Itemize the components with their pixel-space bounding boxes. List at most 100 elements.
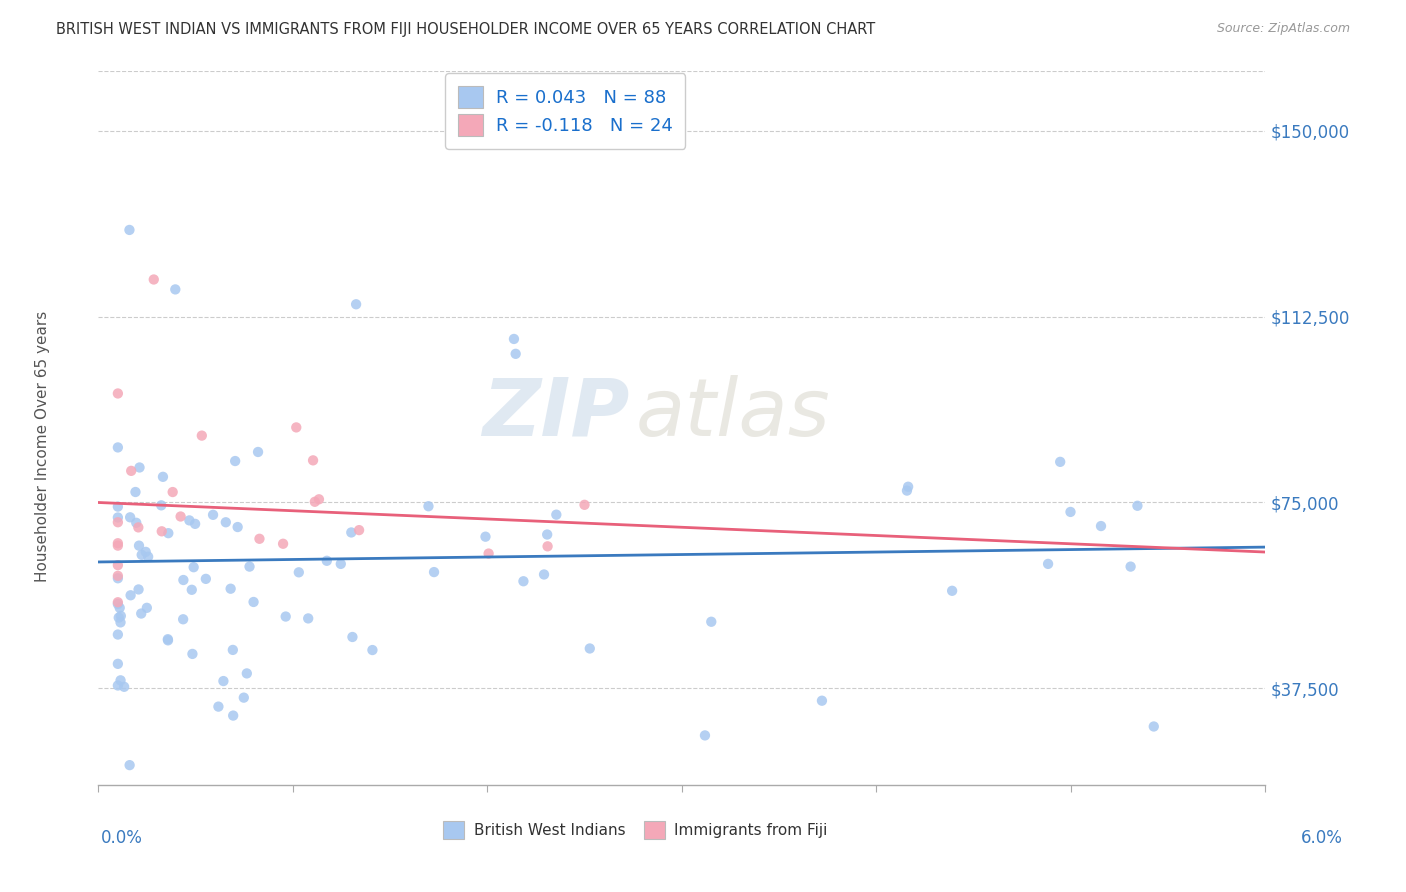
Point [297,611,319,625]
Point [288,566,311,580]
Point [118,223,141,237]
Point [110,673,132,688]
Point [162,485,184,500]
Point [304,495,326,509]
Point [1049,455,1071,469]
Point [181,647,204,661]
Point [1143,719,1166,733]
Point [172,612,194,626]
Point [219,582,242,596]
Point [340,525,363,540]
Point [150,499,173,513]
Point [135,600,157,615]
Legend: British West Indians, Immigrants from Fiji: British West Indians, Immigrants from Fi… [437,815,834,845]
Point [329,557,352,571]
Point [896,483,918,498]
Point [112,680,135,694]
Point [536,539,558,553]
Point [107,500,129,514]
Point [222,708,245,723]
Point [107,610,129,624]
Point [131,548,153,562]
Point [169,509,191,524]
Text: 0.0%: 0.0% [101,830,143,847]
Point [156,632,179,647]
Point [150,524,173,539]
Point [107,558,129,573]
Point [191,428,214,442]
Point [107,571,129,585]
Point [107,386,129,401]
Point [236,666,259,681]
Point [1126,499,1149,513]
Point [238,559,260,574]
Text: 6.0%: 6.0% [1301,830,1343,847]
Point [125,516,148,530]
Point [120,588,142,602]
Point [152,470,174,484]
Point [308,492,330,507]
Point [107,510,129,524]
Text: BRITISH WEST INDIAN VS IMMIGRANTS FROM FIJI HOUSEHOLDER INCOME OVER 65 YEARS COR: BRITISH WEST INDIAN VS IMMIGRANTS FROM F… [56,22,876,37]
Point [120,464,142,478]
Point [897,480,920,494]
Point [536,527,558,541]
Point [172,573,194,587]
Point [546,508,568,522]
Point [183,560,205,574]
Point [533,567,555,582]
Point [344,297,367,311]
Point [423,565,446,579]
Point [315,554,337,568]
Point [1036,557,1059,571]
Point [811,694,834,708]
Point [941,583,963,598]
Point [202,508,225,522]
Point [107,595,129,609]
Text: Source: ZipAtlas.com: Source: ZipAtlas.com [1216,22,1350,36]
Text: Householder Income Over 65 years: Householder Income Over 65 years [35,310,49,582]
Point [127,520,149,534]
Point [342,630,364,644]
Point [107,536,129,550]
Point [136,549,159,564]
Point [222,643,245,657]
Point [156,633,179,648]
Point [128,582,150,597]
Point [224,454,246,468]
Point [120,510,142,524]
Point [107,657,129,671]
Point [184,516,207,531]
Point [107,627,129,641]
Point [157,526,180,541]
Point [107,539,129,553]
Point [107,678,129,692]
Point [107,569,129,583]
Point [247,445,270,459]
Point [135,545,157,559]
Point [361,643,384,657]
Point [274,609,297,624]
Point [215,515,238,529]
Point [1119,559,1142,574]
Point [128,539,150,553]
Point [1059,505,1081,519]
Point [503,332,526,346]
Point [578,641,600,656]
Point [165,282,187,296]
Point [180,582,202,597]
Point [207,699,229,714]
Point [271,537,294,551]
Point [693,728,716,742]
Point [242,595,264,609]
Point [108,600,131,615]
Point [194,572,217,586]
Point [302,453,325,467]
Point [700,615,723,629]
Point [347,523,370,537]
Point [110,615,132,630]
Point [474,530,496,544]
Point [232,690,254,705]
Point [505,347,527,361]
Point [107,441,129,455]
